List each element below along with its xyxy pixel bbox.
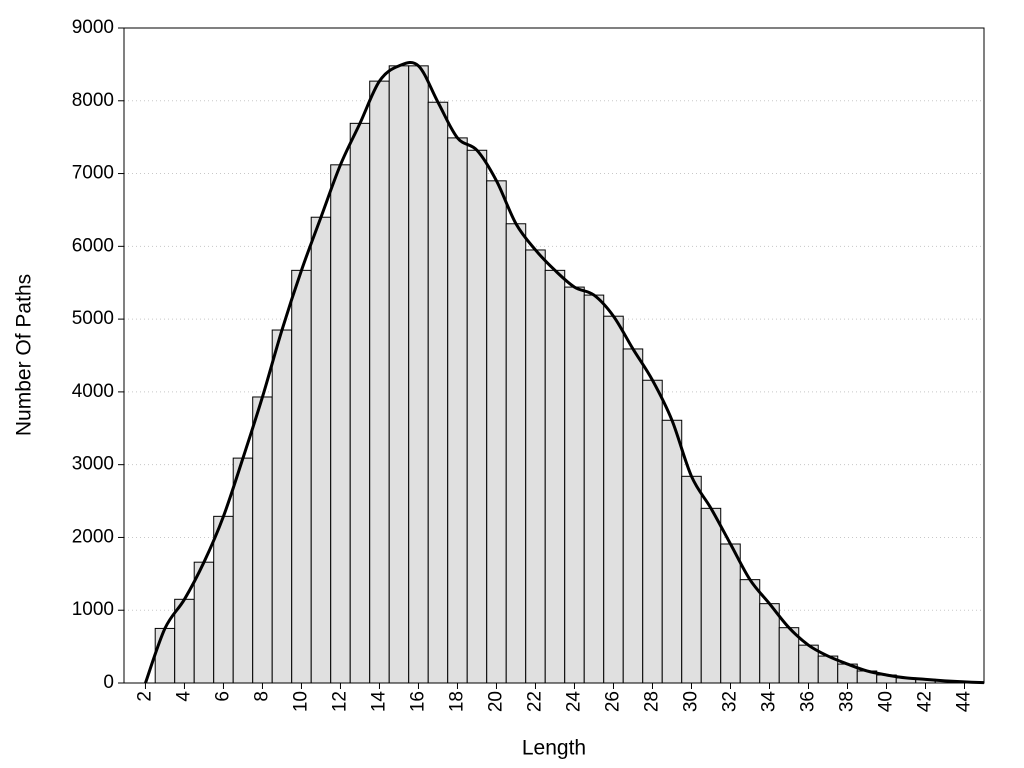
x-tick-label: 8 xyxy=(251,691,272,702)
x-tick-label: 10 xyxy=(290,691,311,712)
bar xyxy=(525,249,546,684)
bar xyxy=(642,379,663,684)
bar xyxy=(271,329,293,684)
x-tick-label: 12 xyxy=(329,691,350,712)
x-tick-label: 6 xyxy=(212,691,233,702)
bar xyxy=(213,515,234,684)
x-tick-label: 22 xyxy=(524,691,545,712)
bar xyxy=(447,137,468,684)
y-tick-label: 1000 xyxy=(72,599,114,620)
bar xyxy=(349,122,371,684)
y-tick-label: 3000 xyxy=(72,454,114,475)
bar xyxy=(583,294,605,684)
y-tick-label: 0 xyxy=(103,672,114,693)
bar xyxy=(427,101,449,684)
bar xyxy=(544,269,566,684)
x-tick-label: 14 xyxy=(368,691,389,713)
bar xyxy=(291,269,312,684)
bar xyxy=(154,627,176,684)
y-axis-label: Number Of Paths xyxy=(13,274,36,436)
y-tick-label: 4000 xyxy=(72,381,114,402)
bar xyxy=(622,348,644,684)
x-tick-label: 4 xyxy=(173,691,194,702)
y-tick-label: 7000 xyxy=(72,163,114,184)
x-tick-label: 28 xyxy=(641,691,662,712)
x-tick-label: 2 xyxy=(134,691,155,702)
x-tick-label: 20 xyxy=(485,691,506,712)
y-tick-label: 2000 xyxy=(72,526,114,547)
bar xyxy=(174,598,195,684)
bar xyxy=(505,223,527,684)
y-tick-label: 5000 xyxy=(72,308,114,329)
x-axis-label: Length xyxy=(522,737,586,760)
x-tick-label: 36 xyxy=(798,691,819,712)
bar xyxy=(486,180,507,684)
x-tick-label: 42 xyxy=(915,691,936,712)
bar xyxy=(759,603,780,684)
x-tick-label: 26 xyxy=(602,691,623,712)
x-tick-label: 32 xyxy=(720,691,741,712)
x-tick-label: 40 xyxy=(876,691,897,712)
bar xyxy=(603,315,624,684)
bar xyxy=(661,419,683,684)
bar xyxy=(739,579,761,684)
bar xyxy=(252,396,273,684)
bar xyxy=(193,561,215,684)
bar xyxy=(408,65,429,684)
bar xyxy=(700,507,722,684)
bar xyxy=(466,149,488,684)
y-tick-label: 8000 xyxy=(72,90,114,111)
x-tick-label: 24 xyxy=(563,691,584,713)
plot-frame xyxy=(123,27,985,684)
y-tick-label: 9000 xyxy=(72,17,114,38)
bar xyxy=(369,80,390,684)
bar xyxy=(720,543,741,684)
bar xyxy=(310,216,332,684)
bar xyxy=(681,475,702,684)
curve xyxy=(144,61,985,685)
bar xyxy=(564,286,585,684)
x-tick-label: 18 xyxy=(446,691,467,712)
x-tick-label: 44 xyxy=(954,691,975,713)
bar xyxy=(232,457,254,684)
x-tick-label: 30 xyxy=(680,691,701,712)
x-tick-label: 16 xyxy=(407,691,428,712)
bar xyxy=(388,65,410,684)
x-tick-label: 34 xyxy=(759,691,780,713)
y-tick-label: 6000 xyxy=(72,235,114,256)
bar xyxy=(330,164,351,684)
x-tick-label: 38 xyxy=(837,691,858,712)
